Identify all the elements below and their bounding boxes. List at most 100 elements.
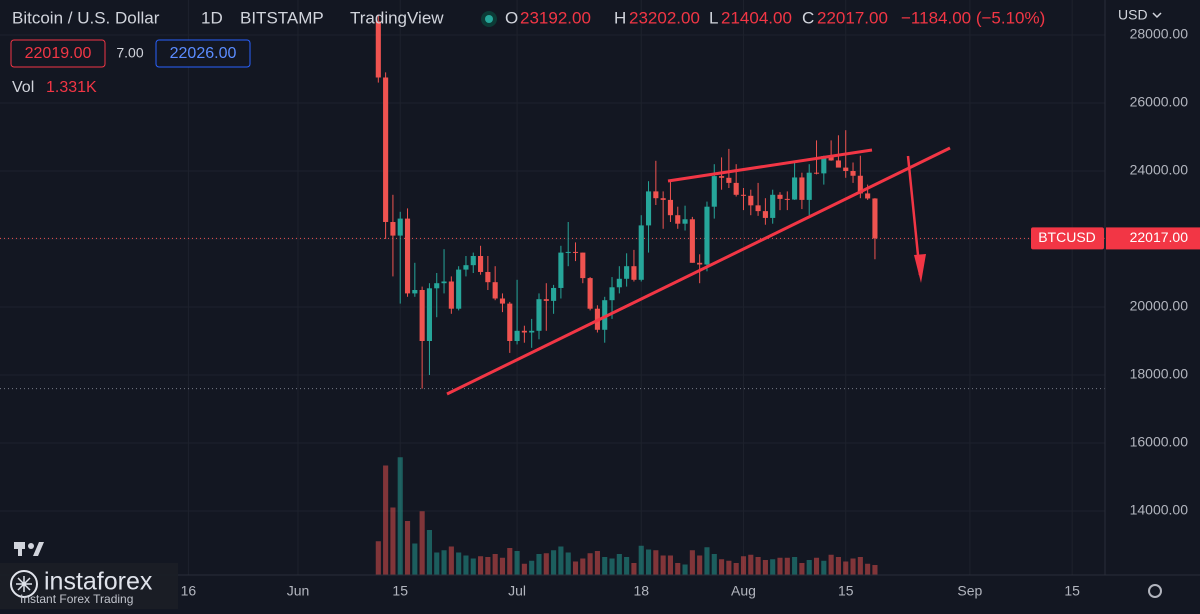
volume-bar <box>485 557 491 575</box>
spread: 7.00 <box>116 45 143 61</box>
currency[interactable]: USD <box>1118 7 1148 23</box>
candle-body <box>624 266 630 279</box>
volume-bar <box>660 555 666 575</box>
grid <box>0 0 1105 575</box>
candle-body <box>587 278 593 309</box>
candle-body <box>609 287 615 301</box>
candle-body <box>828 156 834 161</box>
candle-body <box>375 21 381 78</box>
candle-body <box>507 303 513 342</box>
volume-bar <box>843 561 849 575</box>
y-tick-label: 24000.00 <box>1130 162 1189 178</box>
candle-body <box>580 252 586 279</box>
candle-body <box>631 266 637 280</box>
symbol-tag-text: BTCUSD <box>1038 229 1096 245</box>
volume-bar <box>397 457 403 575</box>
volume-bar <box>762 560 768 575</box>
watermark-box <box>0 563 178 609</box>
volume-bar <box>850 558 856 575</box>
volume-bar <box>697 555 703 575</box>
bid-box[interactable] <box>10 39 106 68</box>
watermark-logo <box>16 576 32 592</box>
symbol-title: Bitcoin / U.S. Dollar <box>12 8 160 27</box>
volume-bar <box>594 551 600 575</box>
arrow-head <box>914 254 926 283</box>
watermark-brand: instaforex <box>44 568 153 596</box>
volume-bar <box>536 554 542 575</box>
volume-bar <box>580 558 586 575</box>
volume-bar <box>806 560 812 575</box>
volume-bar <box>572 561 579 575</box>
volume-bar <box>514 551 520 575</box>
x-tick-label: 16 <box>181 583 197 599</box>
candle-body <box>857 175 863 194</box>
ohlc-value: 21404.00 <box>721 8 792 27</box>
volume-bar <box>543 553 549 575</box>
candle-body <box>667 199 674 216</box>
candle-body <box>383 77 389 222</box>
candle-body <box>719 176 725 178</box>
candle-body <box>770 194 776 218</box>
candle-body <box>689 219 695 263</box>
candle-body <box>485 271 491 283</box>
ask: 22026.00 <box>170 45 237 62</box>
ohlc-label: O <box>505 8 518 27</box>
candle-body <box>726 177 732 183</box>
volume-bar <box>835 557 841 575</box>
candle-body <box>755 205 761 212</box>
ohlc-value: 23192.00 <box>520 8 591 27</box>
y-tick-label: 20000.00 <box>1130 298 1189 314</box>
axes: 14000.0016000.0018000.0020000.0022000.00… <box>181 26 1200 599</box>
x-tick-label: Aug <box>731 583 756 599</box>
candle-body <box>463 265 469 270</box>
volume-bar <box>383 465 389 575</box>
x-tick-label: 18 <box>633 583 649 599</box>
candle-body <box>748 195 754 206</box>
ohlc-value: 23202.00 <box>629 8 700 27</box>
candle-body <box>434 283 440 289</box>
candle-body <box>697 262 703 265</box>
y-tick-label: 26000.00 <box>1130 94 1189 110</box>
volume-bar <box>609 558 615 575</box>
volume-bar <box>470 558 476 575</box>
candle-body <box>470 255 476 266</box>
volume-bar <box>857 557 863 575</box>
volume-bar <box>689 550 695 575</box>
candle-body <box>733 182 739 195</box>
candle-body <box>806 172 812 200</box>
symbol-tag <box>1031 227 1104 250</box>
volume-bar <box>631 563 637 575</box>
volume-bar <box>719 559 725 575</box>
ask-box[interactable] <box>155 39 251 68</box>
volume-bar <box>492 554 498 575</box>
watermark-logo <box>10 570 38 598</box>
candle-body <box>682 219 688 224</box>
candle-body <box>441 281 447 284</box>
candle-body <box>792 177 798 200</box>
volume-bar <box>448 546 454 575</box>
candle-body <box>762 211 768 218</box>
volume-bar <box>434 552 440 575</box>
volume-bar <box>645 549 652 575</box>
volume-bar <box>521 563 527 575</box>
candle-body <box>602 300 608 330</box>
volume-bar <box>529 560 535 575</box>
volume-bar <box>638 545 644 575</box>
candle-body <box>777 194 783 199</box>
settings-icon[interactable] <box>1148 584 1162 598</box>
volume-bar <box>865 563 871 575</box>
volume-bar <box>587 553 593 575</box>
candle-body <box>711 176 717 207</box>
ohlc-value: 22017.00 <box>817 8 888 27</box>
candle-body <box>492 282 498 299</box>
candle-body <box>529 330 535 333</box>
candle-body <box>572 251 579 253</box>
x-tick-label: 15 <box>1064 583 1080 599</box>
volume-bar <box>463 555 469 575</box>
volume-bar <box>565 552 571 575</box>
candle-body <box>638 225 644 280</box>
volume-pane <box>375 457 878 575</box>
candle-body <box>536 299 542 331</box>
